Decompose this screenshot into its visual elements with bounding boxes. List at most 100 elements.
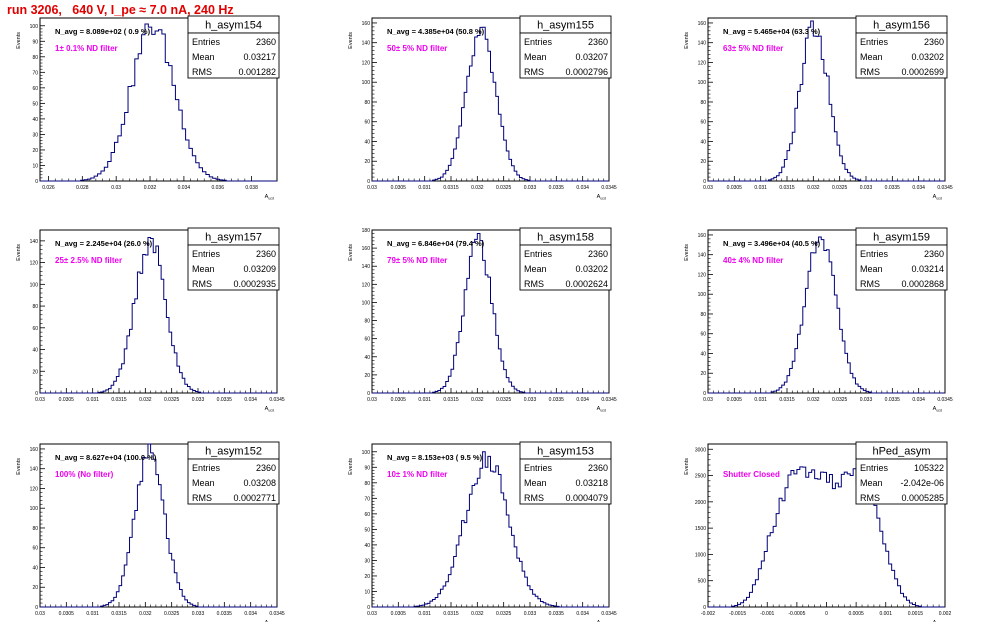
stat-value: -2.042e-06 bbox=[900, 478, 944, 488]
histogram-line bbox=[40, 443, 277, 608]
y-tick-label: 20 bbox=[364, 373, 370, 379]
stat-value: 2360 bbox=[256, 37, 276, 47]
x-tick-label: 0.0345 bbox=[269, 397, 285, 403]
y-tick-label: 180 bbox=[362, 228, 371, 234]
x-tick-label: 0.0335 bbox=[217, 611, 233, 617]
x-tick-label: 0.033 bbox=[192, 611, 205, 617]
x-axis-label: Aucd bbox=[597, 406, 606, 413]
filter-label: 100% (No filter) bbox=[55, 470, 114, 479]
y-tick-label: 2500 bbox=[695, 474, 706, 480]
stat-label: Mean bbox=[860, 264, 883, 274]
y-tick-label: 20 bbox=[32, 369, 38, 375]
filter-label: 25± 2.5% ND filter bbox=[55, 256, 122, 265]
y-tick-label: 100 bbox=[30, 282, 39, 288]
y-tick-label: 40 bbox=[700, 351, 706, 357]
x-tick-label: 0.031 bbox=[754, 185, 767, 191]
y-tick-label: 1500 bbox=[695, 526, 706, 532]
chart-panel-h_asym152: 0 20 40 60 80 100 120 140 160 0.03 0.0305 0.031 0.03… bbox=[16, 441, 285, 622]
x-tick-label: 0.03 bbox=[703, 185, 713, 191]
y-tick-label: 90 bbox=[364, 465, 370, 471]
x-tick-label: 0.0315 bbox=[111, 611, 127, 617]
x-tick-label: 0.031 bbox=[754, 397, 767, 403]
plot-frame bbox=[39, 443, 278, 608]
y-tick-label: 120 bbox=[362, 282, 371, 288]
navg-label: N_avg = 6.846e+04 (79.4 %) bbox=[387, 239, 485, 248]
y-tick-label: 80 bbox=[32, 55, 38, 61]
histogram-line bbox=[708, 236, 945, 394]
x-tick-label: 0.033 bbox=[860, 397, 873, 403]
stats-title: hPed_asym bbox=[872, 446, 930, 458]
y-tick-label: 20 bbox=[700, 159, 706, 165]
x-axis-label: Aucd bbox=[597, 194, 606, 201]
plot-frame bbox=[371, 17, 610, 182]
x-tick-label: 0.0345 bbox=[937, 397, 953, 403]
y-tick-label: 0 bbox=[35, 391, 38, 397]
y-tick-label: 0 bbox=[35, 605, 38, 611]
stat-value: 0.0004079 bbox=[565, 493, 608, 503]
filter-label: 1± 0.1% ND filter bbox=[55, 44, 118, 53]
stat-value: 0.0002771 bbox=[233, 493, 276, 503]
y-tick-label: 140 bbox=[362, 264, 371, 270]
x-tick-label: 0.03 bbox=[703, 397, 713, 403]
y-tick-label: 1000 bbox=[695, 552, 706, 558]
y-tick-label: 10 bbox=[32, 163, 38, 169]
stat-value: 0.001282 bbox=[238, 67, 276, 77]
y-tick-label: 0 bbox=[35, 179, 38, 185]
stat-label: RMS bbox=[524, 493, 544, 503]
x-tick-label: 0.0305 bbox=[391, 185, 407, 191]
stats-box bbox=[855, 458, 948, 505]
x-tick-label: 0.03 bbox=[367, 611, 377, 617]
y-tick-label: 60 bbox=[364, 337, 370, 343]
histogram-line bbox=[40, 237, 277, 394]
y-tick-label: 70 bbox=[364, 496, 370, 502]
x-tick-label: 0.031 bbox=[86, 611, 99, 617]
chart-panel-hPed_asym: 0 500 1000 1500 2000 2500 3000 -0.002 -0.0015 -0.… bbox=[684, 441, 951, 622]
stat-value: 0.03214 bbox=[911, 264, 944, 274]
y-tick-label: 100 bbox=[30, 506, 39, 512]
stats-box bbox=[187, 458, 280, 505]
y-tick-label: 100 bbox=[698, 80, 707, 86]
stat-label: Entries bbox=[860, 463, 889, 473]
x-tick-label: 0.032 bbox=[144, 185, 157, 191]
y-tick-label: 0 bbox=[367, 605, 370, 611]
x-tick-label: 0.0305 bbox=[59, 397, 75, 403]
y-tick-label: 30 bbox=[364, 558, 370, 564]
histogram-line bbox=[40, 23, 277, 182]
y-tick-label: 0 bbox=[367, 179, 370, 185]
stat-value: 0.03218 bbox=[575, 478, 608, 488]
x-tick-label: 0.0305 bbox=[391, 611, 407, 617]
stat-value: 2360 bbox=[256, 249, 276, 259]
stat-value: 0.0002624 bbox=[565, 279, 608, 289]
x-tick-label: 0.032 bbox=[471, 611, 484, 617]
x-tick-label: 0.0325 bbox=[496, 611, 512, 617]
x-axis-label: Aucd bbox=[933, 194, 942, 201]
y-tick-label: 120 bbox=[362, 60, 371, 66]
x-tick-label: 0.034 bbox=[912, 185, 925, 191]
stat-label: RMS bbox=[860, 493, 880, 503]
stat-label: Entries bbox=[524, 463, 553, 473]
y-tick-label: 0 bbox=[703, 391, 706, 397]
stat-value: 0.0002796 bbox=[565, 67, 608, 77]
y-tick-label: 500 bbox=[698, 579, 707, 585]
x-tick-label: 0.0015 bbox=[908, 611, 924, 617]
x-tick-label: 0.0315 bbox=[443, 397, 459, 403]
stat-label: RMS bbox=[192, 67, 212, 77]
filter-label: 79± 5% ND filter bbox=[387, 256, 447, 265]
x-tick-label: 0.0305 bbox=[727, 397, 743, 403]
stat-value: 2360 bbox=[588, 463, 608, 473]
x-tick-label: 0.034 bbox=[244, 397, 257, 403]
stats-title: h_asym154 bbox=[205, 20, 262, 32]
stat-label: Mean bbox=[192, 478, 215, 488]
x-tick-label: 0.0315 bbox=[443, 185, 459, 191]
stats-box bbox=[855, 244, 948, 291]
stats-title: h_asym156 bbox=[873, 20, 930, 32]
stat-label: RMS bbox=[192, 279, 212, 289]
y-tick-label: 50 bbox=[32, 101, 38, 107]
chart-panel-h_asym156: 0 20 40 60 80 100 120 140 160 0.03 0.0305 0.031 0.03… bbox=[684, 15, 953, 201]
stat-label: RMS bbox=[860, 67, 880, 77]
stats-title: h_asym157 bbox=[205, 232, 262, 244]
y-tick-label: 160 bbox=[30, 447, 39, 453]
x-tick-label: 0.0335 bbox=[885, 397, 901, 403]
stat-value: 0.03209 bbox=[243, 264, 276, 274]
stat-label: Mean bbox=[192, 52, 215, 62]
